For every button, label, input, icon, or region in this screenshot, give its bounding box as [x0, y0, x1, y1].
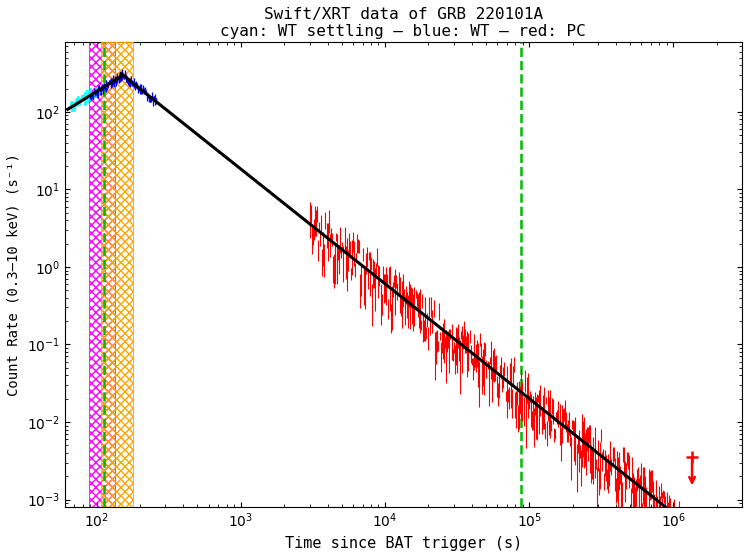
Bar: [101, 42, 133, 507]
Title: Swift/XRT data of GRB 220101A
cyan: WT settling – blue: WT – red: PC: Swift/XRT data of GRB 220101A cyan: WT s…: [220, 7, 586, 40]
X-axis label: Time since BAT trigger (s): Time since BAT trigger (s): [285, 536, 522, 551]
Y-axis label: Count Rate (0.3–10 keV) (s⁻¹): Count Rate (0.3–10 keV) (s⁻¹): [7, 153, 21, 396]
Bar: [88, 42, 115, 507]
